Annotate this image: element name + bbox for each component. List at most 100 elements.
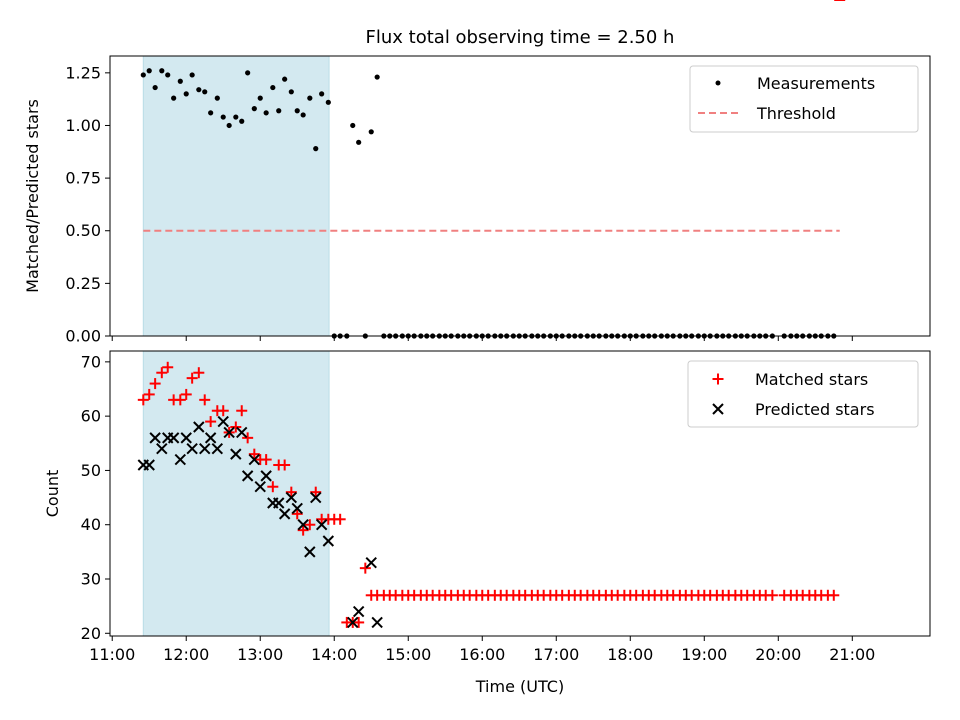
measurement-point — [152, 84, 158, 91]
measurement-point — [294, 108, 300, 114]
predicted-star-point-b — [347, 616, 359, 629]
y-tick-label: 70 — [81, 352, 101, 371]
x-tick-label: 11:00 — [89, 645, 135, 664]
measurement-point — [325, 99, 331, 105]
measurement-point — [251, 106, 257, 112]
bottom-y-axis-label: Count — [43, 470, 62, 518]
x-tick-label: 14:00 — [311, 645, 357, 664]
y-tick-label: 0.75 — [65, 169, 101, 188]
y-tick-label: 1.00 — [65, 116, 101, 135]
matched-star-point — [236, 405, 248, 417]
y-tick-label: 20 — [81, 624, 101, 643]
legend-matched-label: Matched stars — [755, 370, 868, 389]
bottom-legend: Matched stars Predicted stars — [687, 360, 919, 428]
matched-star-point — [143, 388, 155, 400]
predicted-star-point-b — [211, 443, 224, 455]
observing-window-shade-top — [142, 55, 330, 337]
y-tick-label: 60 — [81, 407, 101, 426]
x-tick-label: 19:00 — [681, 645, 727, 664]
predicted-star-point — [371, 616, 383, 629]
measurement-point — [350, 122, 356, 129]
predicted-star-point — [347, 616, 359, 629]
predicted-star-point — [241, 470, 254, 482]
top-x-axis-ticks — [111, 336, 853, 341]
measurement-point — [368, 129, 374, 135]
measurement-point — [189, 72, 195, 78]
matched-star-point — [828, 589, 840, 601]
predicted-star-point — [278, 508, 291, 520]
predicted-star-point-b — [352, 605, 365, 618]
matched-star-point — [297, 524, 309, 536]
x-tick-label: 17:00 — [533, 645, 579, 664]
matched-star-point — [149, 378, 161, 390]
matched-star-point — [174, 394, 186, 406]
matched-star-point — [180, 388, 192, 400]
predicted-star-point-b — [291, 502, 303, 515]
measurement-point — [220, 114, 226, 120]
measurement-point — [374, 74, 380, 80]
predicted-star-point — [211, 443, 224, 455]
matched-star-point — [205, 416, 217, 428]
matched-star-point — [186, 372, 198, 384]
measurement-point — [276, 108, 282, 114]
matched-star-point — [291, 508, 303, 520]
measurement-point — [233, 114, 239, 120]
legend-predicted-cross-b — [712, 403, 724, 415]
measurement-point — [300, 112, 306, 118]
predicted-stars-points — [137, 415, 383, 629]
chart-title: Flux total observing time = 2.50 h — [366, 27, 675, 48]
matched-star-point — [334, 513, 346, 525]
predicted-star-point-b — [278, 508, 291, 520]
predicted-star-point-b — [223, 426, 235, 439]
predicted-star-point-b — [273, 497, 285, 509]
matched-star-point — [248, 448, 260, 460]
legend-measurements-marker — [715, 80, 721, 86]
measurement-point — [159, 68, 165, 74]
predicted-star-point-b — [199, 443, 211, 455]
measurement-point — [208, 110, 214, 116]
predicted-star-point — [310, 491, 322, 504]
matched-star-point — [267, 481, 279, 493]
measurement-point — [214, 95, 220, 101]
predicted-star-point-b — [217, 415, 229, 428]
y-tick-label: 0.00 — [65, 327, 101, 346]
bottom-y-axis: 20 30 40 50 60 70 — [81, 352, 110, 643]
predicted-star-point — [217, 415, 229, 428]
predicted-star-point-b — [304, 546, 316, 558]
predicted-star-point — [285, 491, 298, 504]
matched-star-point — [242, 432, 254, 444]
predicted-star-point-b — [174, 453, 187, 466]
legend-threshold-label: Threshold — [756, 104, 836, 123]
x-tick-label: 16:00 — [459, 645, 505, 664]
matched-star-point — [285, 486, 297, 498]
measurement-point — [196, 87, 202, 93]
predicted-star-point-b — [149, 432, 161, 444]
matched-star-point — [199, 394, 211, 406]
predicted-star-point — [315, 519, 328, 531]
x-tick-label: 20:00 — [755, 645, 801, 664]
predicted-star-point — [204, 432, 217, 444]
matched-star-point — [260, 454, 272, 466]
predicted-star-point — [322, 535, 335, 547]
legend-matched-marker — [712, 373, 724, 385]
x-axis-label: Time (UTC) — [475, 677, 564, 696]
predicted-star-point-b — [156, 443, 168, 455]
measurement-point — [140, 72, 146, 78]
measurement-point — [307, 95, 313, 101]
observing-window-shade-bottom — [142, 350, 330, 637]
x-tick-label: 15:00 — [385, 645, 431, 664]
measurement-point — [270, 84, 276, 91]
measurement-point — [319, 91, 325, 97]
predicted-star-point — [291, 502, 303, 515]
predicted-star-point-b — [285, 491, 298, 504]
x-tick-label: 13:00 — [237, 645, 283, 664]
top-panel: 0.00 0.25 0.50 0.75 1.00 1.25 Matched/Predict… — [23, 55, 931, 346]
predicted-star-point — [199, 443, 211, 455]
bottom-axes-frame — [109, 350, 931, 637]
top-y-axis: 0.00 0.25 0.50 0.75 1.00 1.25 — [65, 63, 110, 346]
legend-matched-plus — [712, 373, 724, 385]
predicted-star-point-b — [248, 453, 261, 466]
legend-predicted-cross — [712, 403, 724, 415]
predicted-star-point — [174, 453, 187, 466]
